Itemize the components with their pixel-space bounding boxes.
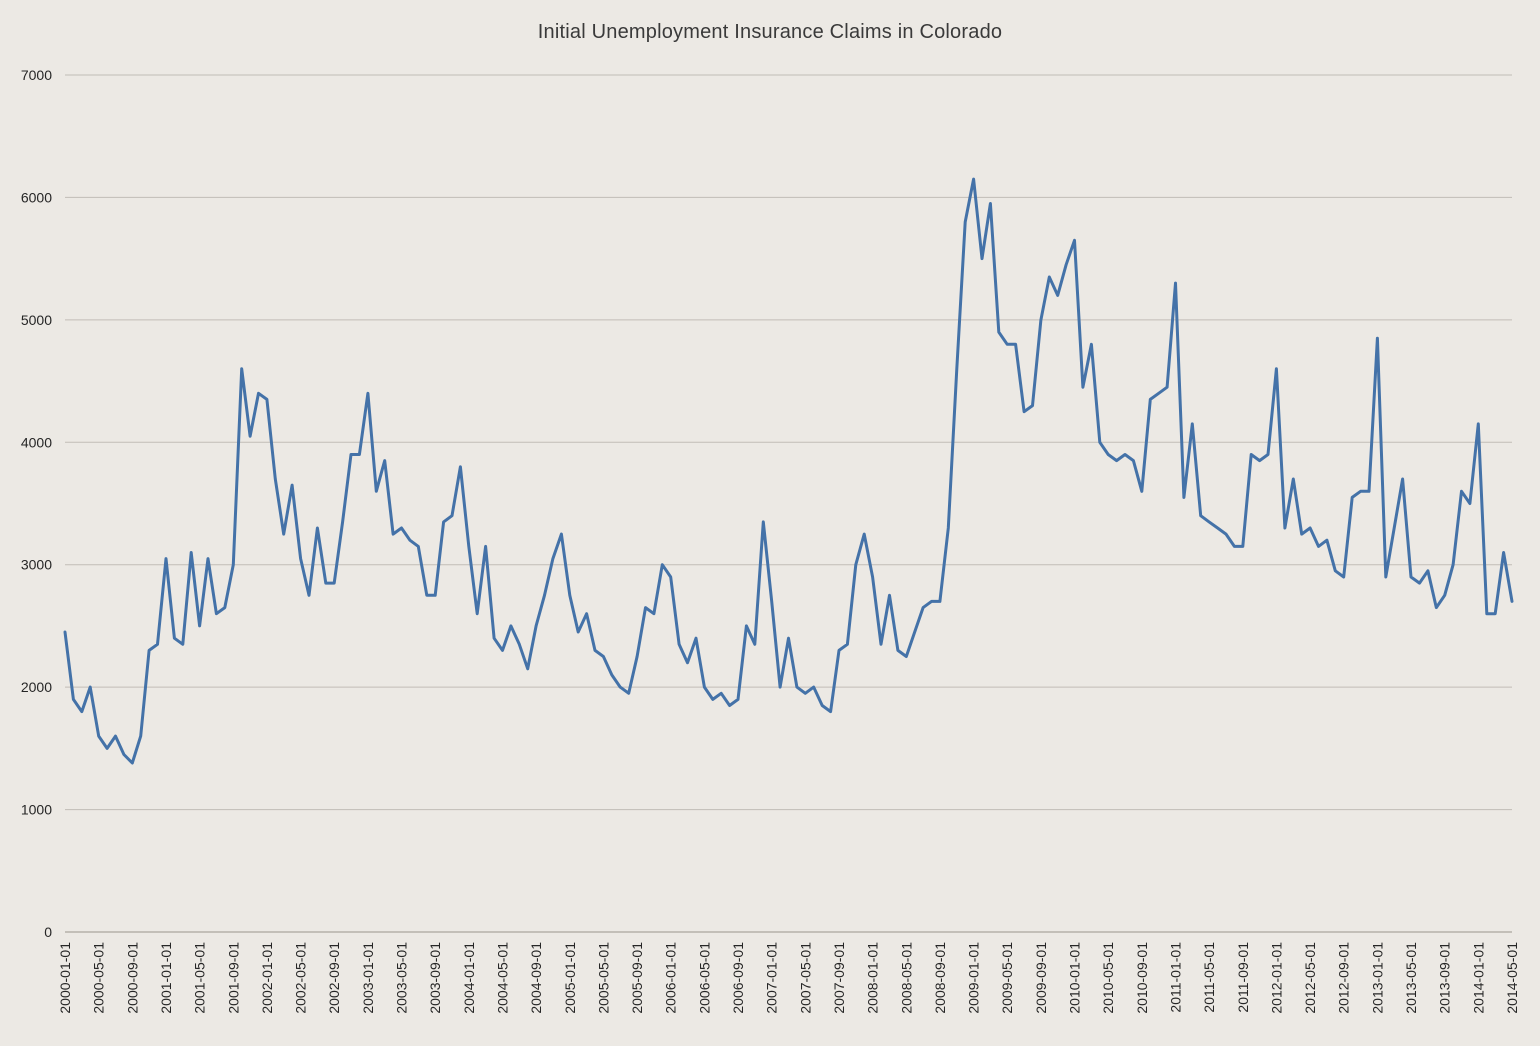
x-tick-label: 2005-01-01 — [562, 942, 578, 1014]
x-tick-label: 2013-09-01 — [1437, 942, 1453, 1014]
x-axis-labels: 2000-01-01 2000-05-01 2000-09-01 2001-01-01… — [57, 942, 1520, 1014]
x-tick-label: 2003-09-01 — [427, 942, 443, 1014]
x-tick-label: 2007-01-01 — [764, 942, 780, 1014]
x-tick-label: 2002-09-01 — [326, 942, 342, 1014]
x-tick-label: 2001-05-01 — [192, 942, 208, 1014]
x-tick-label: 2001-09-01 — [225, 942, 241, 1014]
x-tick-label: 2004-01-01 — [461, 942, 477, 1014]
x-tick-label: 2012-09-01 — [1336, 942, 1352, 1014]
x-tick-label: 2004-09-01 — [528, 942, 544, 1014]
x-tick-label: 2006-09-01 — [730, 942, 746, 1014]
x-tick-label: 2002-05-01 — [293, 942, 309, 1014]
x-tick-label: 2002-01-01 — [259, 942, 275, 1014]
x-tick-label: 2008-05-01 — [898, 942, 914, 1014]
x-tick-label: 2000-05-01 — [91, 942, 107, 1014]
x-tick-label: 2013-01-01 — [1369, 942, 1385, 1014]
y-tick-label: 1000 — [21, 802, 52, 818]
y-tick-label: 2000 — [21, 679, 52, 695]
y-tick-label: 3000 — [21, 557, 52, 573]
x-tick-label: 2012-05-01 — [1302, 942, 1318, 1014]
x-tick-label: 2003-05-01 — [394, 942, 410, 1014]
gridlines — [65, 74, 1512, 933]
x-tick-label: 2014-01-01 — [1470, 942, 1486, 1014]
y-axis-labels: 0 1000 2000 3000 4000 5000 6000 7000 — [21, 67, 52, 940]
x-tick-label: 2009-05-01 — [999, 942, 1015, 1014]
x-tick-label: 2012-01-01 — [1268, 942, 1284, 1014]
y-tick-label: 5000 — [21, 312, 52, 328]
x-tick-label: 2007-09-01 — [831, 942, 847, 1014]
x-tick-label: 2003-01-01 — [360, 942, 376, 1014]
x-tick-label: 2004-05-01 — [494, 942, 510, 1014]
x-tick-label: 2013-05-01 — [1403, 942, 1419, 1014]
series-line — [63, 177, 1514, 765]
y-tick-label: 6000 — [21, 189, 52, 205]
x-tick-label: 2006-05-01 — [696, 942, 712, 1014]
y-tick-label: 4000 — [21, 434, 52, 450]
x-tick-label: 2005-09-01 — [629, 942, 645, 1014]
x-tick-label: 2009-09-01 — [1033, 942, 1049, 1014]
x-tick-label: 2011-09-01 — [1235, 942, 1251, 1013]
x-tick-label: 2006-01-01 — [663, 942, 679, 1014]
x-tick-label: 2000-01-01 — [57, 942, 73, 1014]
x-tick-label: 2011-01-01 — [1167, 942, 1183, 1013]
chart-title: Initial Unemployment Insurance Claims in… — [537, 21, 1003, 43]
x-tick-label: 2009-01-01 — [966, 942, 982, 1014]
x-tick-label: 2008-01-01 — [865, 942, 881, 1014]
y-tick-label: 0 — [44, 924, 52, 940]
y-tick-label: 7000 — [21, 67, 52, 83]
x-tick-label: 2010-05-01 — [1100, 942, 1116, 1014]
x-tick-label: 2008-09-01 — [932, 942, 948, 1014]
x-tick-label: 2001-01-01 — [158, 942, 174, 1014]
x-tick-label: 2000-09-01 — [124, 942, 140, 1014]
x-tick-label: 2005-05-01 — [595, 942, 611, 1014]
x-tick-label: 2014-05-01 — [1504, 942, 1520, 1014]
x-tick-label: 2010-09-01 — [1134, 942, 1150, 1014]
x-tick-label: 2010-01-01 — [1067, 942, 1083, 1014]
x-tick-label: 2007-05-01 — [797, 942, 813, 1014]
x-tick-label: 2011-05-01 — [1201, 942, 1217, 1013]
